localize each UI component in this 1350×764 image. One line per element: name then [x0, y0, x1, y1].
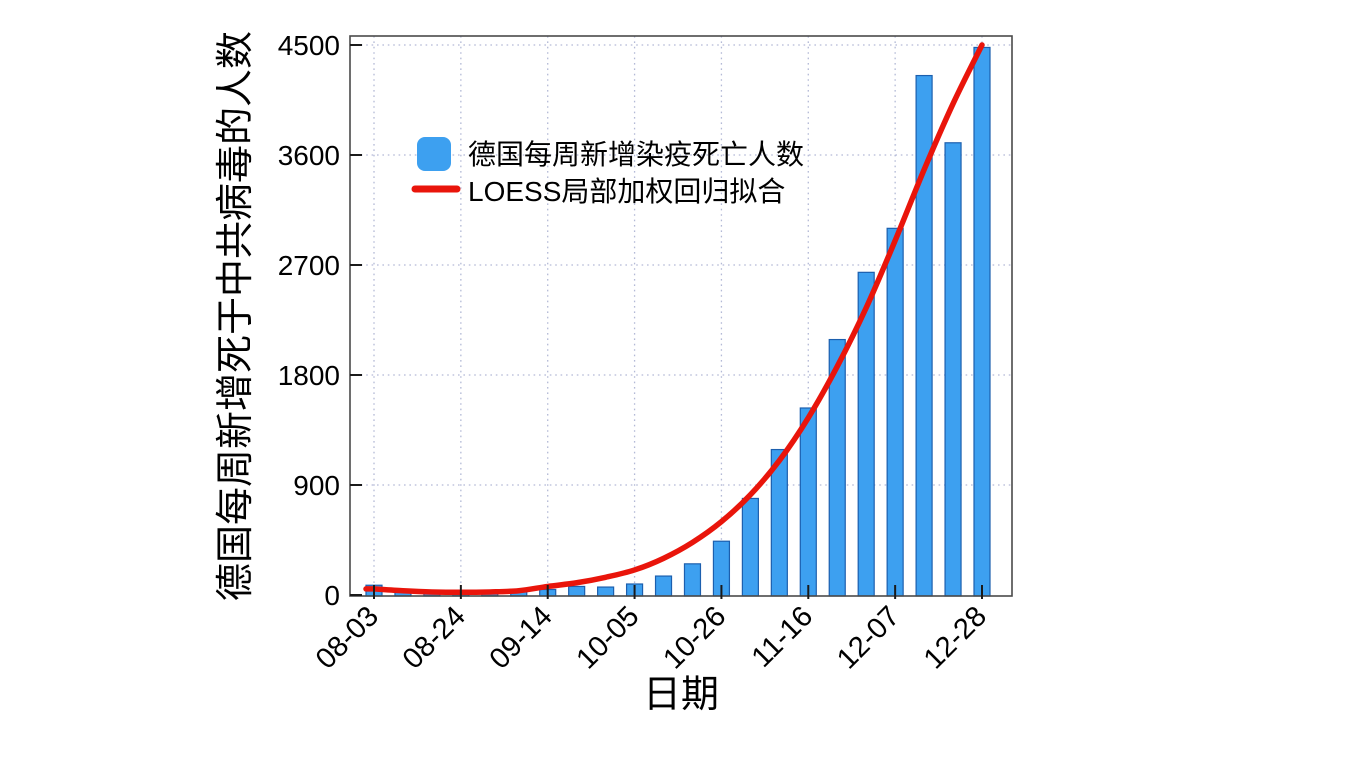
x-tick-label: 12-07 — [831, 600, 906, 675]
bar — [568, 585, 586, 597]
y-axis-title: 德国每周新增死于中共病毒的人数 — [215, 31, 257, 601]
y-tick-label: 2700 — [278, 250, 340, 281]
x-tick-label: 10-05 — [570, 600, 645, 675]
bar — [944, 142, 962, 597]
legend-bar-label: 德国每周新增染疫死亡人数 — [468, 139, 804, 170]
y-tick-label: 0 — [324, 580, 340, 611]
y-tick-label: 4500 — [278, 30, 340, 61]
legend-line-label: LOESS局部加权回归拟合 — [468, 176, 785, 207]
bar — [799, 407, 817, 597]
bar — [973, 46, 991, 597]
y-tick-label: 3600 — [278, 140, 340, 171]
loess-curve — [363, 42, 985, 596]
x-tick-label: 08-03 — [310, 600, 385, 675]
x-axis-title: 日期 — [643, 674, 719, 716]
x-tick-label: 08-24 — [397, 600, 472, 675]
plot-area: 0 900 1800 2700 3600 4500 08-03 08-24 09-14 10-05… — [278, 30, 1013, 675]
panel-border — [349, 35, 1013, 597]
bar — [741, 497, 759, 597]
legend: 德国每周新增染疫死亡人数 LOESS局部加权回归拟合 — [411, 137, 804, 207]
x-tick-label: 12-28 — [918, 600, 993, 675]
y-tick-label: 1800 — [278, 360, 340, 391]
bar — [886, 227, 904, 597]
x-tick-label: 10-26 — [657, 600, 732, 675]
x-tick-label: 11-16 — [746, 600, 820, 674]
y-tick-label: 900 — [293, 470, 340, 501]
bar — [654, 575, 673, 597]
x-tick-label: 09-14 — [484, 600, 559, 675]
legend-bar-swatch — [417, 137, 451, 171]
bar — [597, 586, 615, 597]
bar — [683, 563, 702, 597]
